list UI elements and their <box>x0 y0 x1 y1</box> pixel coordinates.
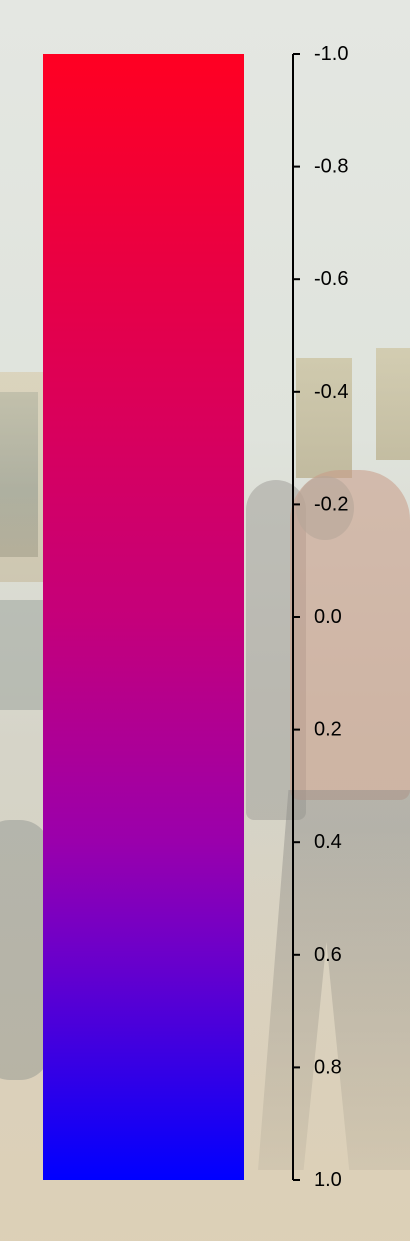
tick-label: -0.6 <box>314 268 348 290</box>
tick-label: 0.2 <box>314 719 342 741</box>
tick-label: -1.0 <box>314 43 348 65</box>
tick-label: -0.8 <box>314 156 348 178</box>
tick-label: 0.0 <box>314 606 342 628</box>
tick-label: -0.2 <box>314 493 348 515</box>
tick-label: 0.8 <box>314 1056 342 1078</box>
tick-label: 0.4 <box>314 831 342 853</box>
tick-label: 0.6 <box>314 944 342 966</box>
tick-label: 1.0 <box>314 1169 342 1191</box>
colorbar-gradient <box>43 54 244 1180</box>
tick-label: -0.4 <box>314 381 348 403</box>
